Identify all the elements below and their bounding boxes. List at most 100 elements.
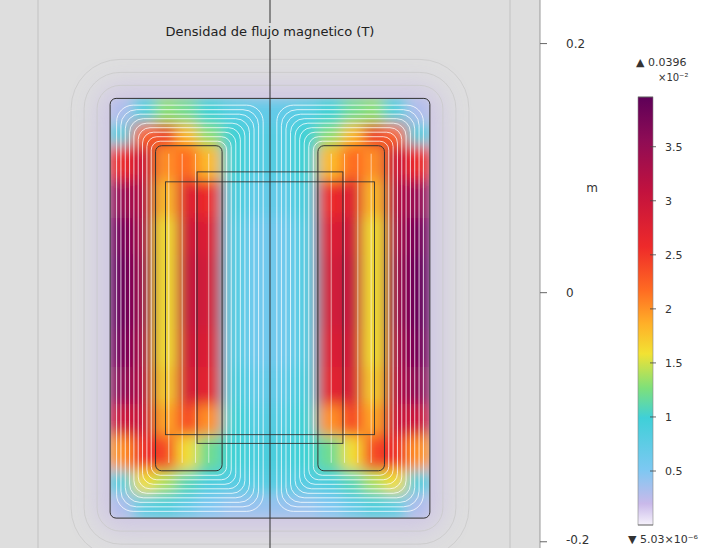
colorbar-max-label: ▲ 0.0396: [636, 56, 686, 69]
field-line: [130, 119, 250, 498]
cell: [317, 435, 342, 471]
field-line: [313, 141, 388, 475]
cell: [406, 180, 430, 218]
field-line: [309, 137, 393, 480]
cell: [133, 470, 156, 495]
cell: [363, 255, 385, 293]
cell: [363, 98, 385, 125]
plot-background: [0, 0, 540, 548]
field-line: [291, 119, 411, 498]
field-line: [151, 141, 226, 475]
cell: [317, 330, 342, 368]
cell: [155, 470, 177, 495]
cell: [110, 435, 134, 471]
cell: [155, 292, 177, 330]
cell: [363, 435, 385, 471]
cell: [342, 330, 364, 368]
cell: [110, 292, 134, 330]
cell: [222, 292, 247, 330]
cell: [110, 367, 134, 405]
cell: [363, 292, 385, 330]
field-line: [134, 123, 245, 493]
cell: [176, 330, 198, 368]
cell: [176, 255, 198, 293]
cell: [110, 217, 134, 255]
cell: [363, 404, 385, 436]
cell: [133, 435, 156, 471]
cell: [110, 145, 134, 181]
y-tick: [540, 292, 547, 293]
y-tick: [540, 541, 547, 542]
cell: [155, 145, 177, 181]
cell: [133, 330, 156, 368]
field-line: [331, 154, 332, 463]
colorbar-multiplier: ×10⁻²: [658, 72, 688, 83]
cell: [293, 367, 318, 405]
colorbar-end: [638, 97, 653, 98]
cell: [317, 98, 342, 125]
cell: [406, 470, 430, 495]
cell: [133, 145, 156, 181]
cell: [406, 404, 430, 436]
y-axis-label: m: [586, 181, 598, 195]
cell: [317, 367, 342, 405]
cell: [197, 180, 222, 218]
cell: [176, 98, 198, 125]
cell: [384, 367, 407, 405]
plot-area: [71, 0, 469, 548]
y-tick-label: -0.2: [566, 533, 589, 547]
cell: [342, 180, 364, 218]
field-line: [357, 154, 358, 463]
cell: [110, 255, 134, 293]
figure: Densidad de flujo magnetico (T)-0.200.2m…: [0, 0, 704, 548]
cell: [384, 180, 407, 218]
cell: [176, 470, 198, 495]
cell: [110, 330, 134, 368]
cell: [363, 217, 385, 255]
colorbar-tick: [650, 146, 656, 147]
cell: [222, 145, 247, 181]
field-line: [304, 132, 397, 484]
cell: [317, 145, 342, 181]
cell: [155, 255, 177, 293]
cell: [176, 404, 198, 436]
cell: [222, 470, 247, 495]
y-tick: [540, 43, 547, 44]
cell: [363, 180, 385, 218]
cell: [384, 404, 407, 436]
cell: [222, 330, 247, 368]
cell: [406, 292, 430, 330]
cell: [133, 255, 156, 293]
field-line: [168, 154, 169, 463]
field-line: [344, 154, 345, 463]
cell: [293, 435, 318, 471]
cell: [384, 145, 407, 181]
cell: [222, 180, 247, 218]
cell: [133, 292, 156, 330]
field-line: [281, 110, 419, 507]
cell: [133, 404, 156, 436]
cell: [110, 470, 134, 495]
title: Densidad de flujo magnetico (T): [166, 24, 375, 39]
cell: [133, 180, 156, 218]
field-line: [143, 132, 236, 484]
cell: [363, 367, 385, 405]
cell: [363, 330, 385, 368]
cell: [342, 367, 364, 405]
colorbar-tick: [650, 200, 656, 201]
cell: [293, 470, 318, 495]
cell: [317, 404, 342, 436]
cell: [155, 180, 177, 218]
cell: [384, 330, 407, 368]
colorbar-tick-label: 1.5: [665, 357, 683, 370]
cell: [317, 470, 342, 495]
colorbar-tick-label: 0.5: [665, 465, 683, 478]
cell: [342, 292, 364, 330]
cell: [293, 404, 318, 436]
cell: [176, 180, 198, 218]
colorbar-tick-label: 1: [665, 411, 672, 424]
colorbar-tick: [650, 308, 656, 309]
field-line: [371, 154, 372, 463]
cell: [197, 404, 222, 436]
field-line: [125, 114, 254, 502]
